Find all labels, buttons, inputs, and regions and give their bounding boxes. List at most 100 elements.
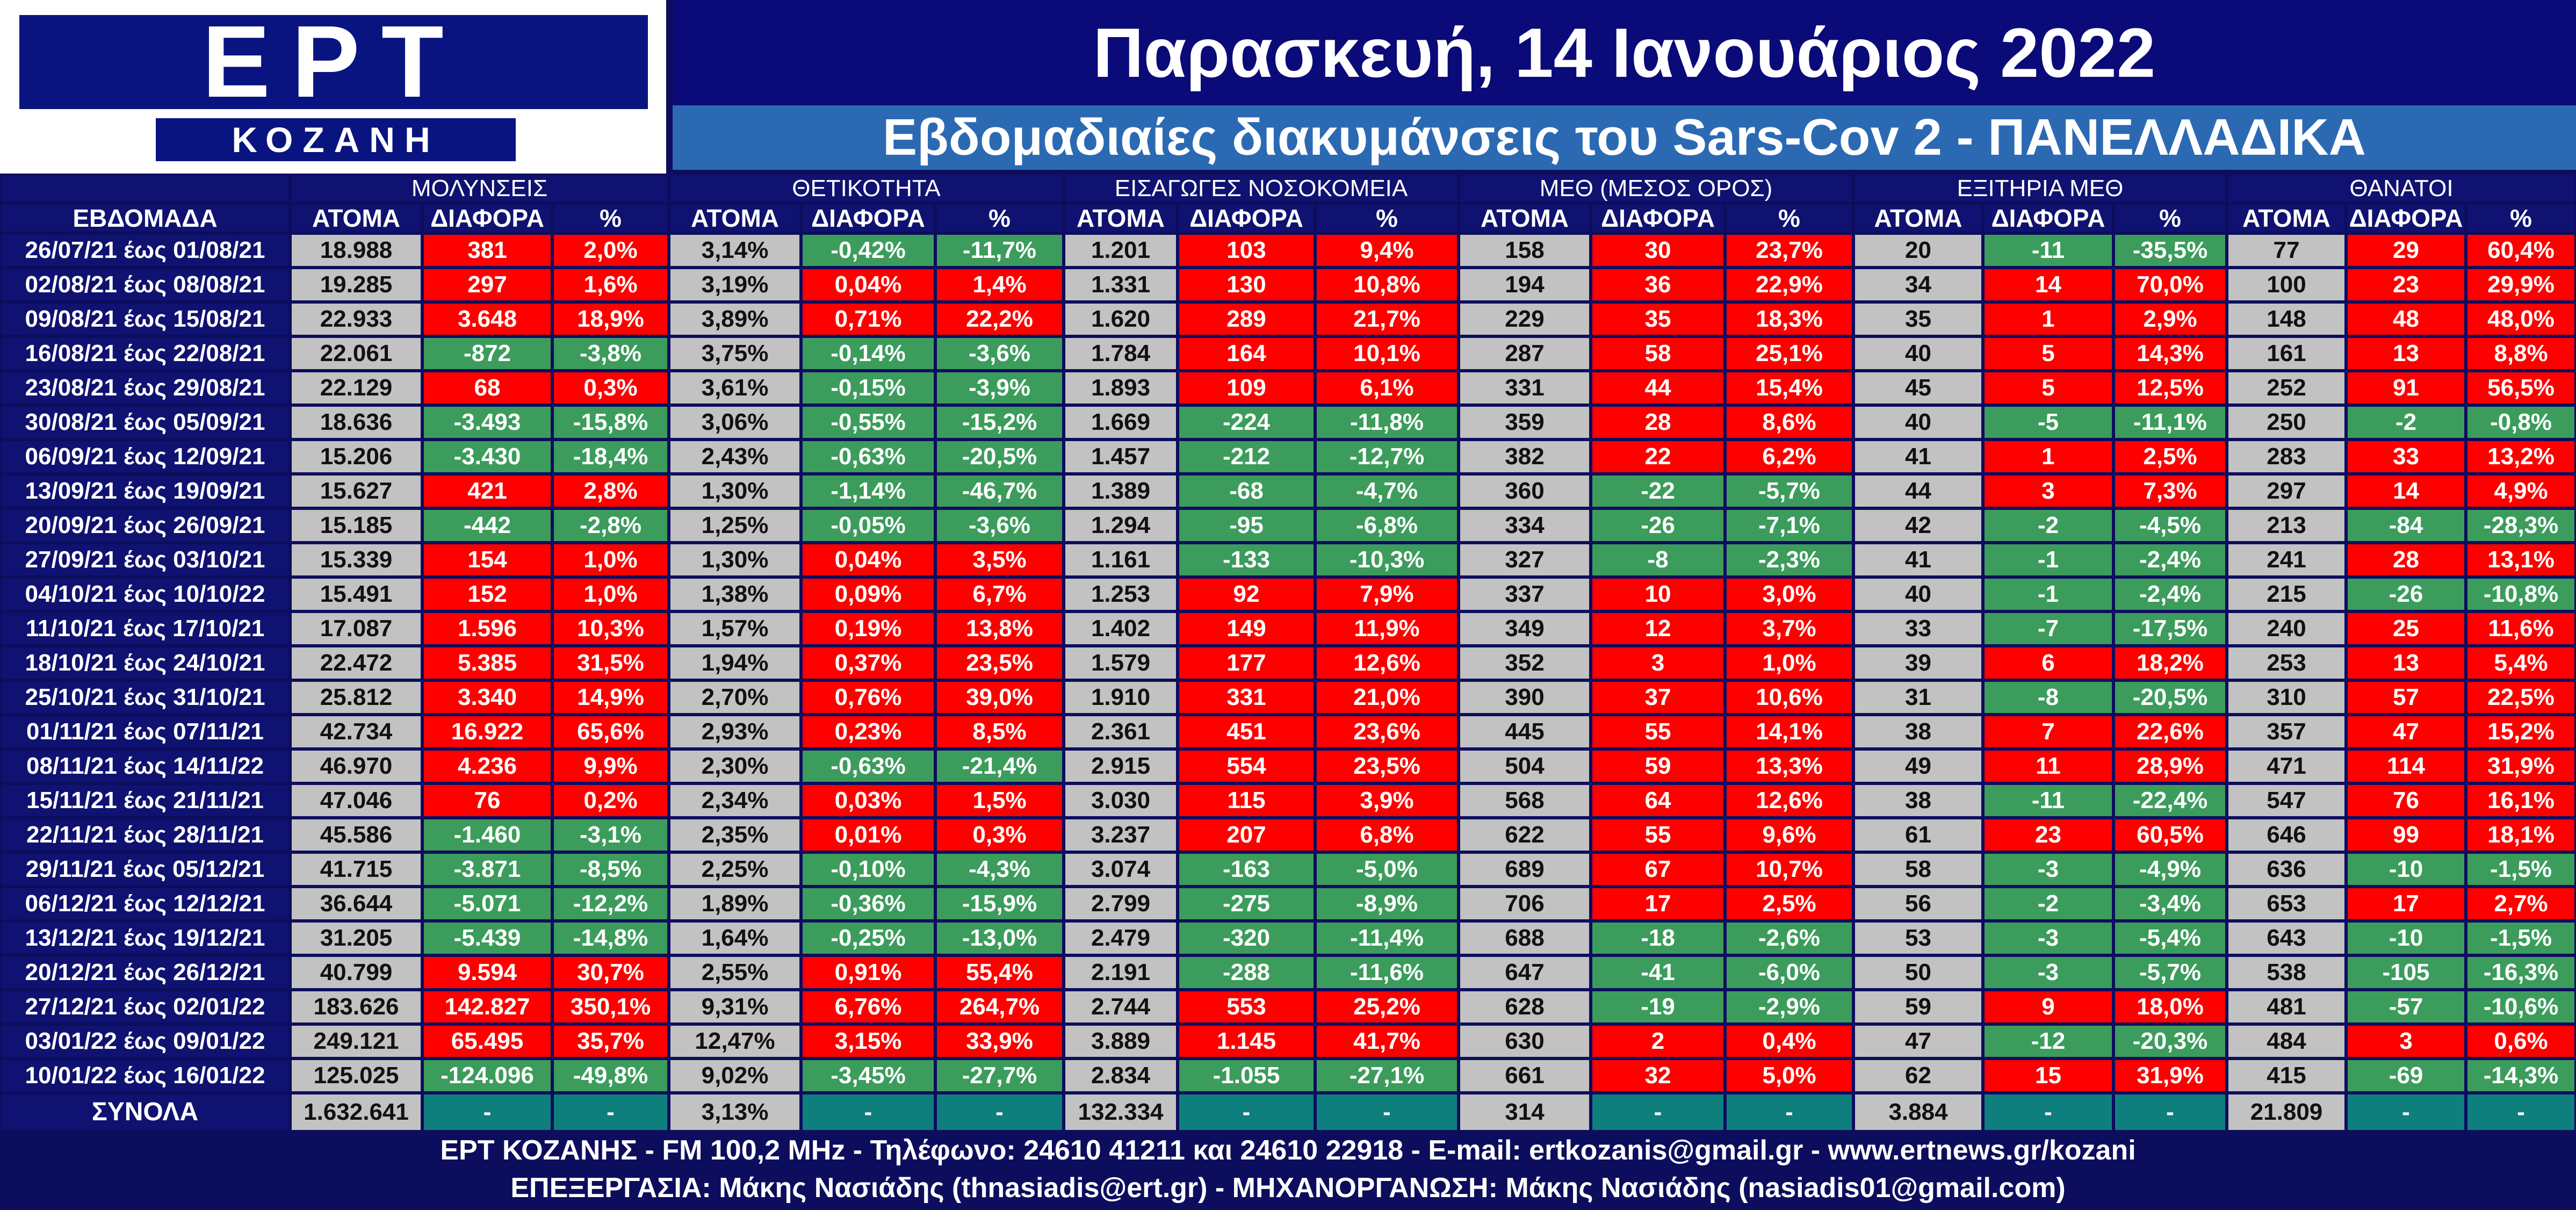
- value-cell: 3.237: [1064, 818, 1178, 852]
- percent-cell: 25,2%: [1315, 990, 1459, 1024]
- group-header: ΕΞΙΤΗΡΙΑ ΜΕΘ: [1853, 174, 2227, 203]
- totals-cell: -: [1178, 1093, 1315, 1132]
- difference-cell: -0,36%: [801, 887, 935, 921]
- percent-cell: 23,7%: [1725, 233, 1853, 268]
- difference-cell: -26: [2346, 577, 2466, 611]
- difference-cell: 68: [422, 371, 552, 405]
- value-cell: 61: [1853, 818, 1983, 852]
- value-cell: 2,35%: [669, 818, 801, 852]
- value-cell: 250: [2227, 405, 2346, 440]
- difference-cell: 17: [1591, 887, 1725, 921]
- percent-cell: 8,8%: [2466, 336, 2576, 371]
- difference-cell: 9: [1983, 990, 2113, 1024]
- difference-cell: -5.439: [422, 921, 552, 955]
- value-cell: 39: [1853, 646, 1983, 680]
- percent-cell: 264,7%: [935, 990, 1064, 1024]
- value-cell: 15.491: [290, 577, 422, 611]
- value-cell: 2.361: [1064, 715, 1178, 749]
- value-cell: 213: [2227, 508, 2346, 543]
- value-cell: 349: [1459, 611, 1591, 646]
- value-cell: 1,89%: [669, 887, 801, 921]
- value-cell: 647: [1459, 955, 1591, 990]
- percent-cell: 31,9%: [2466, 749, 2576, 783]
- value-cell: 3,19%: [669, 268, 801, 302]
- value-cell: 1.669: [1064, 405, 1178, 440]
- percent-cell: 23,6%: [1315, 715, 1459, 749]
- difference-cell: -19: [1591, 990, 1725, 1024]
- value-cell: 1,57%: [669, 611, 801, 646]
- column-header: ΑΤΟΜΑ: [290, 203, 422, 233]
- percent-cell: 3,7%: [1725, 611, 1853, 646]
- value-cell: 297: [2227, 474, 2346, 508]
- value-cell: 287: [1459, 336, 1591, 371]
- difference-cell: 48: [2346, 302, 2466, 336]
- difference-cell: 114: [2346, 749, 2466, 783]
- difference-cell: 17: [2346, 887, 2466, 921]
- value-cell: 158: [1459, 233, 1591, 268]
- percent-cell: 60,5%: [2113, 818, 2227, 852]
- value-cell: 310: [2227, 680, 2346, 715]
- percent-cell: -14,8%: [552, 921, 669, 955]
- value-cell: 100: [2227, 268, 2346, 302]
- column-header: ΔΙΑΦΟΡΑ: [1591, 203, 1725, 233]
- value-cell: 20: [1853, 233, 1983, 268]
- difference-cell: 91: [2346, 371, 2466, 405]
- value-cell: 283: [2227, 440, 2346, 474]
- difference-cell: -69: [2346, 1058, 2466, 1093]
- percent-cell: 12,5%: [2113, 371, 2227, 405]
- difference-cell: 65.495: [422, 1024, 552, 1058]
- difference-cell: -41: [1591, 955, 1725, 990]
- value-cell: 1.457: [1064, 440, 1178, 474]
- difference-cell: 0,76%: [801, 680, 935, 715]
- totals-cell: -: [552, 1093, 669, 1132]
- difference-cell: -212: [1178, 440, 1315, 474]
- percent-cell: 15,2%: [2466, 715, 2576, 749]
- column-header: %: [935, 203, 1064, 233]
- difference-cell: 10: [1591, 577, 1725, 611]
- percent-cell: -0,8%: [2466, 405, 2576, 440]
- value-cell: 252: [2227, 371, 2346, 405]
- value-cell: 18.636: [290, 405, 422, 440]
- value-cell: 2,43%: [669, 440, 801, 474]
- difference-cell: 0,04%: [801, 543, 935, 577]
- percent-cell: -11,8%: [1315, 405, 1459, 440]
- value-cell: 331: [1459, 371, 1591, 405]
- difference-cell: 289: [1178, 302, 1315, 336]
- difference-cell: 7: [1983, 715, 2113, 749]
- percent-cell: 8,5%: [935, 715, 1064, 749]
- logo-letters: ΕΡΤ: [19, 11, 648, 113]
- difference-cell: -11: [1983, 783, 2113, 818]
- percent-cell: 31,9%: [2113, 1058, 2227, 1093]
- value-cell: 1.331: [1064, 268, 1178, 302]
- value-cell: 2.479: [1064, 921, 1178, 955]
- percent-cell: 9,6%: [1725, 818, 1853, 852]
- percent-cell: 22,6%: [2113, 715, 2227, 749]
- difference-cell: -10: [2346, 852, 2466, 887]
- difference-cell: 29: [2346, 233, 2466, 268]
- percent-cell: 1,0%: [552, 577, 669, 611]
- value-cell: 19.285: [290, 268, 422, 302]
- difference-cell: 451: [1178, 715, 1315, 749]
- week-label: 20/09/21 έως 26/09/21: [0, 508, 290, 543]
- difference-cell: 92: [1178, 577, 1315, 611]
- difference-cell: 4.236: [422, 749, 552, 783]
- column-header: ΔΙΑΦΟΡΑ: [1983, 203, 2113, 233]
- difference-cell: 0,71%: [801, 302, 935, 336]
- percent-cell: -21,4%: [935, 749, 1064, 783]
- value-cell: 47: [1853, 1024, 1983, 1058]
- percent-cell: -13,0%: [935, 921, 1064, 955]
- percent-cell: 29,9%: [2466, 268, 2576, 302]
- percent-cell: 13,8%: [935, 611, 1064, 646]
- percent-cell: -4,5%: [2113, 508, 2227, 543]
- difference-cell: 6: [1983, 646, 2113, 680]
- percent-cell: 8,6%: [1725, 405, 1853, 440]
- percent-cell: -4,3%: [935, 852, 1064, 887]
- value-cell: 382: [1459, 440, 1591, 474]
- value-cell: 241: [2227, 543, 2346, 577]
- difference-cell: -1.460: [422, 818, 552, 852]
- percent-cell: -5,7%: [1725, 474, 1853, 508]
- value-cell: 40.799: [290, 955, 422, 990]
- percent-cell: -15,8%: [552, 405, 669, 440]
- percent-cell: -18,4%: [552, 440, 669, 474]
- difference-cell: 28: [2346, 543, 2466, 577]
